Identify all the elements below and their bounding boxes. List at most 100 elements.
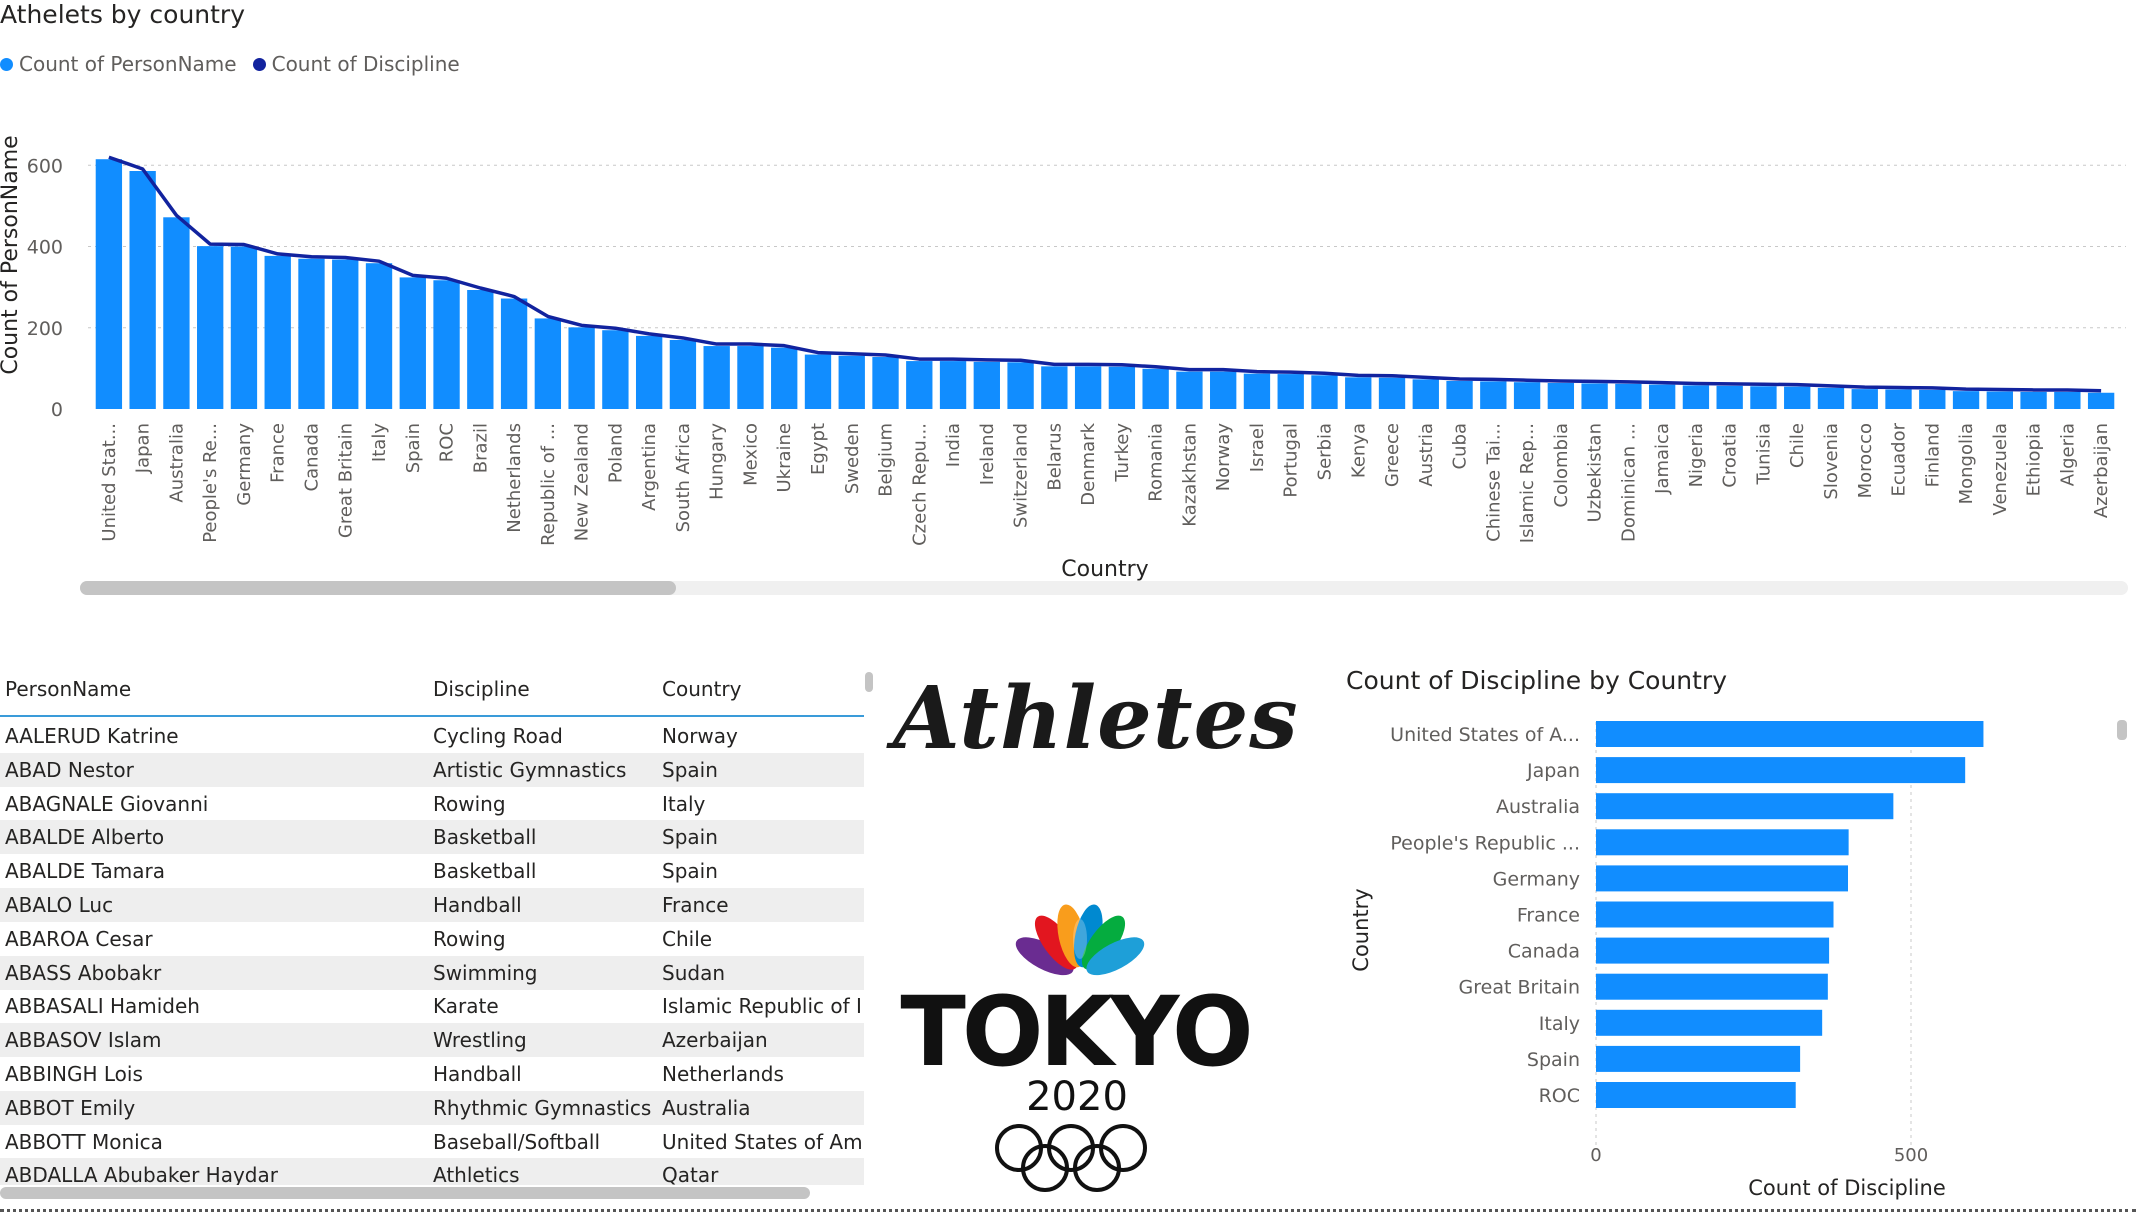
cell-discipline: Basketball [433,859,537,884]
column-header-country[interactable]: Country [662,677,742,701]
top-bar[interactable] [1817,387,1845,409]
top-bar[interactable] [1446,380,1473,409]
top-bar[interactable] [1007,362,1034,409]
table-row[interactable]: ABAD Nestor Artistic Gymnastics Spain [0,752,864,787]
table-row[interactable]: ABALDE Alberto Basketball Spain [0,820,864,855]
top-bar[interactable] [399,277,426,409]
top-bar[interactable] [1412,379,1439,409]
h-bar[interactable] [1596,1082,1796,1108]
top-bar[interactable] [703,346,730,409]
top-bar[interactable] [1176,371,1203,409]
athletes-table[interactable]: PersonName Discipline Country AALERUD Ka… [0,665,864,1185]
top-bar[interactable] [534,318,562,409]
top-bar[interactable] [163,217,190,409]
top-bar[interactable] [1885,389,1912,409]
h-bar[interactable] [1596,721,1984,747]
column-header-discipline[interactable]: Discipline [433,677,530,701]
table-row[interactable]: ABBOT Emily Rhythmic Gymnastics Australia [0,1090,864,1125]
table-row[interactable]: AALERUD Katrine Cycling Road Norway [0,719,864,753]
top-bar[interactable] [1074,366,1102,409]
h-bar[interactable] [1596,793,1894,820]
top-bar[interactable] [568,327,595,409]
top-bar[interactable] [1108,366,1136,409]
top-bar[interactable] [1547,383,1575,409]
top-bar[interactable] [906,361,933,409]
h-bar[interactable] [1596,973,1828,1000]
top-bar[interactable] [669,339,697,409]
top-bar[interactable] [95,159,123,409]
top-bar[interactable] [804,354,832,409]
top-bar[interactable] [467,289,494,409]
table-row[interactable]: ABBINGH Lois Handball Netherlands [0,1057,864,1091]
discipline-by-country-chart[interactable]: Count of Discipline by Country United St… [1320,650,2136,1210]
table-row[interactable]: ABALDE Tamara Basketball Spain [0,854,864,888]
h-bar[interactable] [1596,1045,1801,1072]
top-bar[interactable] [2020,391,2047,409]
top-bar[interactable] [737,346,764,409]
column-header-personname[interactable]: PersonName [5,677,132,701]
top-bar[interactable] [1210,371,1237,409]
top-bar[interactable] [635,335,663,409]
top-bar[interactable] [2054,391,2081,409]
top-bar[interactable] [973,361,1000,409]
top-bar[interactable] [197,246,224,409]
top-line-series[interactable] [108,155,2102,393]
top-x-tick-label: Brazil [470,423,491,473]
top-bar[interactable] [1648,384,1676,409]
h-bar[interactable] [1596,865,1848,892]
table-row[interactable]: ABBASOV Islam Wrestling Azerbaijan [0,1023,864,1058]
h-bar[interactable] [1596,937,1830,964]
top-bar[interactable] [1378,377,1406,409]
top-bar[interactable] [230,246,258,409]
top-bar[interactable] [1851,389,1878,409]
top-bar[interactable] [332,259,359,409]
top-bar[interactable] [1784,386,1811,409]
top-chart-scroll-thumb[interactable] [80,581,676,595]
table-row[interactable]: ABAROA Cesar Rowing Chile [0,922,864,956]
top-bar[interactable] [1243,373,1271,409]
table-row[interactable]: ABALO Luc Handball France [0,888,864,922]
h-bar[interactable] [1596,829,1849,856]
h-chart-scroll-thumb[interactable] [2117,720,2127,740]
top-bar[interactable] [433,280,460,409]
top-bar[interactable] [1919,389,1946,409]
top-bar[interactable] [1311,375,1338,409]
table-row[interactable]: ABAGNALE Giovanni Rowing Italy [0,787,864,821]
top-bar[interactable] [939,361,967,409]
legend-label-personname[interactable]: Count of PersonName [19,52,237,76]
top-bar[interactable] [264,255,291,409]
top-bar[interactable] [602,330,629,409]
top-bar[interactable] [1682,385,1710,409]
top-bar[interactable] [1986,391,2013,409]
top-bar[interactable] [1277,374,1304,409]
top-bar[interactable] [1345,377,1372,409]
table-row[interactable]: ABBASALI Hamideh Karate Islamic Republic o… [0,989,864,1023]
top-bar[interactable] [298,258,325,409]
top-bar[interactable] [872,357,899,409]
table-row[interactable]: ABASS Abobakr Swimming Sudan [0,955,864,990]
top-bar[interactable] [1952,391,1980,409]
top-bar[interactable] [838,355,865,409]
top-bar[interactable] [1513,382,1541,409]
top-combo-chart[interactable]: 0 200 400 600 United Stat... Japan Australia P… [0,120,2136,600]
top-bar[interactable] [1142,368,1169,409]
h-bar[interactable] [1596,757,1966,784]
top-bar[interactable] [1615,383,1642,409]
h-bar[interactable] [1596,901,1834,928]
table-row[interactable]: ABBOTT Monica Baseball/Softball United Sta… [0,1125,864,1159]
table-vertical-scroll-thumb[interactable] [865,672,873,692]
top-bar[interactable] [500,298,528,409]
top-bar[interactable] [365,263,393,409]
top-bar[interactable] [1750,386,1777,409]
top-bar[interactable] [1041,366,1068,409]
top-bar[interactable] [1716,385,1743,409]
table-horizontal-scroll-thumb[interactable] [0,1187,810,1199]
legend-label-discipline[interactable]: Count of Discipline [271,52,460,76]
top-bar[interactable] [1581,383,1608,409]
top-bar[interactable] [129,170,156,409]
top-bar[interactable] [2087,392,2115,409]
top-bar[interactable] [771,347,798,409]
top-bar[interactable] [1480,381,1507,409]
h-bar[interactable] [1596,1009,1823,1036]
table-row[interactable]: ABDALLA Abubaker Haydar Athletics Qatar [0,1158,864,1185]
